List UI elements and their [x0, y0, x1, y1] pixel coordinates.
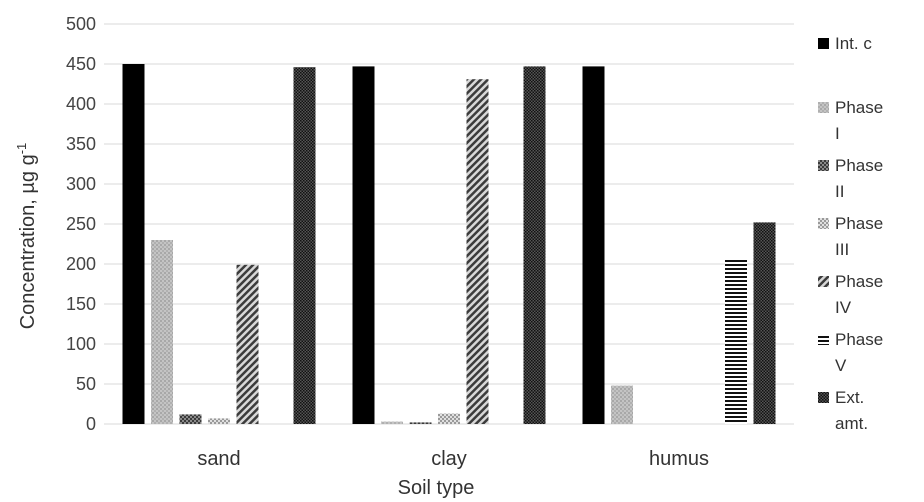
- legend-swatch: [818, 102, 829, 113]
- y-tick-label: 400: [66, 94, 96, 114]
- legend-swatch: [818, 334, 829, 345]
- bar-humus-phase-i: [611, 385, 633, 424]
- legend-item: Phase II: [818, 156, 883, 201]
- y-tick-label: 450: [66, 54, 96, 74]
- legend-label: V: [835, 356, 847, 375]
- y-tick-label: 200: [66, 254, 96, 274]
- legend-item: Phase I: [818, 98, 883, 143]
- y-axis-title-sup: -1: [14, 143, 29, 155]
- legend-label: IV: [835, 298, 852, 317]
- legend-label: Phase: [835, 156, 883, 175]
- x-axis-title: Soil type: [398, 477, 475, 499]
- legend: Int. c Phase I Phase II Phase III Phase IV Phase V…: [818, 34, 883, 433]
- legend-item: Phase III: [818, 214, 883, 259]
- bar-clay-ext-amt-: [523, 66, 546, 425]
- legend-item: Int. c: [818, 34, 872, 53]
- y-tick-label: 350: [66, 134, 96, 154]
- legend-label: II: [835, 182, 844, 201]
- bar-sand-int-c: [122, 64, 145, 424]
- y-tick-label: 150: [66, 294, 96, 314]
- legend-label: Phase: [835, 98, 883, 117]
- bar-humus-ext-amt-: [753, 222, 776, 424]
- x-category-label: humus: [649, 448, 709, 470]
- legend-swatch: [818, 160, 829, 171]
- bars: [122, 64, 776, 425]
- y-tick-label: 500: [66, 14, 96, 34]
- legend-label: Ext.: [835, 388, 864, 407]
- bar-humus-int-c: [582, 66, 605, 425]
- legend-item: Ext. amt.: [818, 388, 868, 433]
- bar-sand-ext-amt-: [293, 67, 316, 424]
- legend-item: Phase V: [818, 330, 883, 375]
- legend-label: amt.: [835, 414, 868, 433]
- gridlines: [104, 23, 794, 425]
- bar-sand-phase-iii: [208, 418, 230, 424]
- legend-label: Phase: [835, 330, 883, 349]
- legend-label: Phase: [835, 214, 883, 233]
- legend-item: Phase IV: [818, 272, 883, 317]
- legend-label: Phase: [835, 272, 883, 291]
- x-category-label: sand: [197, 448, 240, 470]
- y-axis-title-main: Concentration, µg g: [17, 154, 39, 329]
- bar-clay-phase-iii: [438, 413, 460, 424]
- x-axis-categories: sand clay humus: [197, 448, 709, 470]
- bar-sand-phase-iv: [236, 264, 259, 424]
- legend-swatch: [818, 38, 829, 49]
- bar-clay-phase-ii: [409, 422, 432, 424]
- y-tick-label: 0: [86, 414, 96, 434]
- legend-swatch: [818, 276, 829, 287]
- y-tick-label: 50: [76, 374, 96, 394]
- y-tick-label: 300: [66, 174, 96, 194]
- bar-sand-phase-i: [151, 240, 173, 424]
- y-tick-label: 250: [66, 214, 96, 234]
- legend-label: I: [835, 124, 840, 143]
- legend-label: III: [835, 240, 849, 259]
- legend-label: Int. c: [835, 34, 872, 53]
- bar-humus-phase-v: [725, 260, 747, 424]
- y-axis-title: Concentration, µg g-1: [14, 143, 39, 330]
- y-tick-label: 100: [66, 334, 96, 354]
- bar-clay-phase-iv: [466, 79, 489, 424]
- legend-swatch: [818, 218, 829, 229]
- bar-clay-int-c: [352, 66, 375, 425]
- bar-clay-phase-i: [381, 421, 403, 424]
- bar-sand-phase-ii: [179, 414, 202, 424]
- y-axis-ticks: 0 50 100 150 200 250 300 350 400 450 500: [66, 14, 96, 434]
- x-category-label: clay: [431, 448, 467, 470]
- legend-swatch: [818, 392, 829, 403]
